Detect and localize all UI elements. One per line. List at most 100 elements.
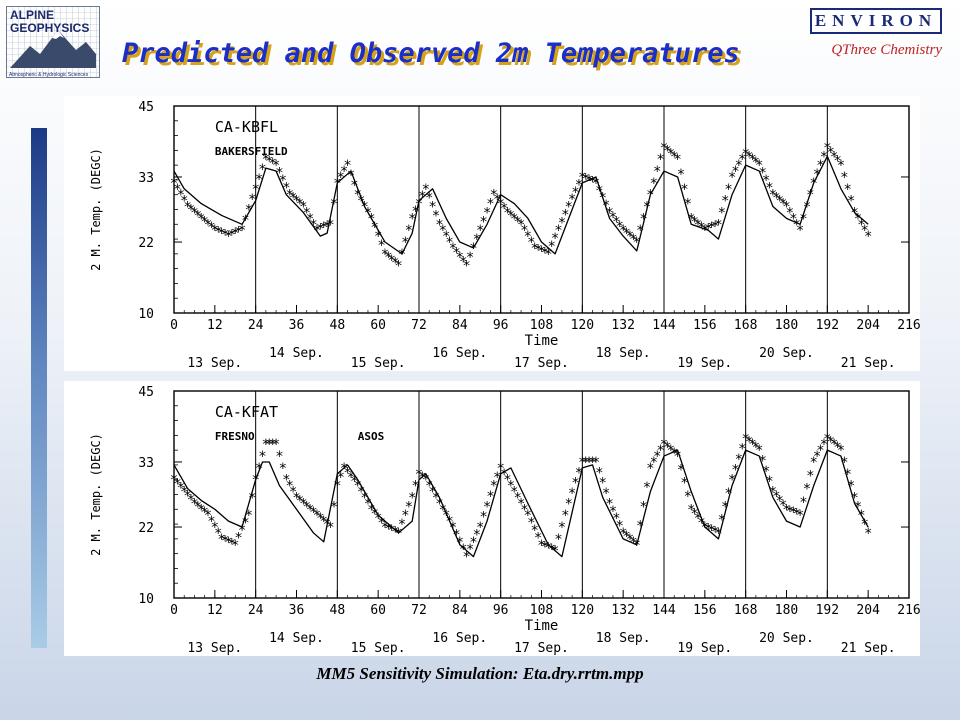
observed-point-marker: * (769, 188, 777, 204)
observed-point-marker: * (384, 522, 392, 538)
observed-point-marker: * (704, 222, 712, 238)
observed-point-marker: * (775, 493, 783, 509)
observed-point-marker: * (677, 167, 685, 183)
observed-point-marker: * (694, 217, 702, 233)
observed-point-marker: * (435, 217, 443, 233)
observed-point-marker: * (799, 495, 807, 511)
observed-point-marker: * (823, 140, 831, 156)
observed-point-marker: * (697, 220, 705, 236)
observed-point-marker: * (765, 180, 773, 196)
observed-point-marker: * (758, 166, 766, 182)
observed-point-marker: * (547, 239, 555, 255)
observed-point-marker: * (452, 245, 460, 261)
observed-point-marker: * (289, 191, 297, 207)
observed-point-marker: * (520, 223, 528, 239)
observed-point-marker: * (415, 197, 423, 213)
observed-point-marker: * (568, 486, 576, 502)
observed-point-marker: * (197, 502, 205, 518)
observed-point-marker: * (690, 507, 698, 523)
observed-point-marker: * (524, 508, 532, 524)
observed-point-marker: * (347, 168, 355, 184)
observed-point-marker: * (340, 461, 348, 477)
observed-point-marker: * (350, 474, 358, 490)
observed-point-marker: * (398, 517, 406, 533)
observed-point-marker: * (779, 197, 787, 213)
decorative-sidebar-bar (31, 128, 47, 648)
observed-point-marker: * (524, 229, 532, 245)
observed-point-marker: * (425, 191, 433, 207)
observed-point-marker: * (724, 182, 732, 198)
observed-point-marker: * (422, 473, 430, 489)
observed-point-marker: * (588, 455, 596, 471)
x-tick-label: 36 (289, 318, 305, 333)
date-label: 21 Sep. (841, 356, 896, 371)
observed-point-marker: * (268, 437, 276, 453)
observed-point-marker: * (633, 235, 641, 251)
observed-point-marker: * (592, 455, 600, 471)
observed-point-marker: * (381, 520, 389, 536)
observed-point-marker: * (207, 220, 215, 236)
observed-point-marker: * (541, 245, 549, 261)
date-label: 17 Sep. (514, 641, 569, 656)
observed-point-marker: * (588, 174, 596, 190)
observed-point-marker: * (782, 200, 790, 216)
observed-point-marker: * (180, 194, 188, 210)
observed-point-marker: * (857, 508, 865, 524)
observed-point-marker: * (534, 242, 542, 258)
observed-point-marker: * (544, 247, 552, 263)
x-tick-label: 48 (330, 318, 346, 333)
observed-point-marker: * (496, 197, 504, 213)
observed-point-marker: * (803, 482, 811, 498)
observed-point-marker: * (371, 507, 379, 523)
x-tick-label: 72 (411, 318, 427, 333)
observed-point-marker: * (374, 511, 382, 527)
observed-point-marker: * (786, 205, 794, 221)
observed-point-marker: * (388, 523, 396, 539)
observed-point-marker: * (394, 259, 402, 275)
observed-point-marker: * (275, 449, 283, 465)
observed-point-marker: * (830, 149, 838, 165)
y-axis-label: 2 M. Temp. (DEGC) (89, 148, 103, 271)
observed-point-marker: * (265, 154, 273, 170)
observed-point-marker: * (381, 247, 389, 263)
observed-point-marker: * (170, 176, 178, 192)
x-tick-label: 120 (571, 603, 594, 618)
observed-point-marker: * (456, 535, 464, 551)
observed-point-marker: * (816, 158, 824, 174)
observed-point-marker: * (234, 225, 242, 241)
observed-point-marker: * (405, 223, 413, 239)
observed-point-marker: * (827, 145, 835, 161)
observed-point-marker: * (694, 511, 702, 527)
observed-point-marker: * (251, 473, 259, 489)
observed-point-marker: * (748, 437, 756, 453)
observed-point-marker: * (466, 542, 474, 558)
observed-point-marker: * (806, 468, 814, 484)
observed-point-marker: * (724, 486, 732, 502)
x-tick-label: 144 (652, 318, 676, 333)
observed-point-marker: * (718, 205, 726, 221)
observed-point-marker: * (558, 215, 566, 231)
observed-point-marker: * (663, 440, 671, 456)
observed-point-marker: * (282, 473, 290, 489)
x-tick-label: 96 (493, 318, 509, 333)
observed-point-marker: * (775, 194, 783, 210)
observed-point-marker: * (313, 508, 321, 524)
observed-point-marker: * (612, 214, 620, 230)
observed-point-marker: * (571, 185, 579, 201)
observed-point-marker: * (585, 455, 593, 471)
observed-point-marker: * (255, 461, 263, 477)
observed-point-marker: * (513, 490, 521, 506)
x-tick-label: 120 (571, 318, 594, 333)
observed-point-marker: * (391, 256, 399, 272)
observed-point-marker: * (810, 455, 818, 471)
observed-point-marker: * (687, 502, 695, 518)
predicted-series-line (173, 449, 869, 558)
observed-point-marker: * (486, 197, 494, 213)
observed-point-marker: * (343, 158, 351, 174)
observed-point-marker: * (418, 189, 426, 205)
observed-point-marker: * (337, 470, 345, 486)
y-tick-label: 22 (138, 236, 154, 251)
station-id-label: CA-KFAT (215, 403, 278, 421)
observed-point-marker: * (173, 477, 181, 493)
observed-point-marker: * (445, 235, 453, 251)
